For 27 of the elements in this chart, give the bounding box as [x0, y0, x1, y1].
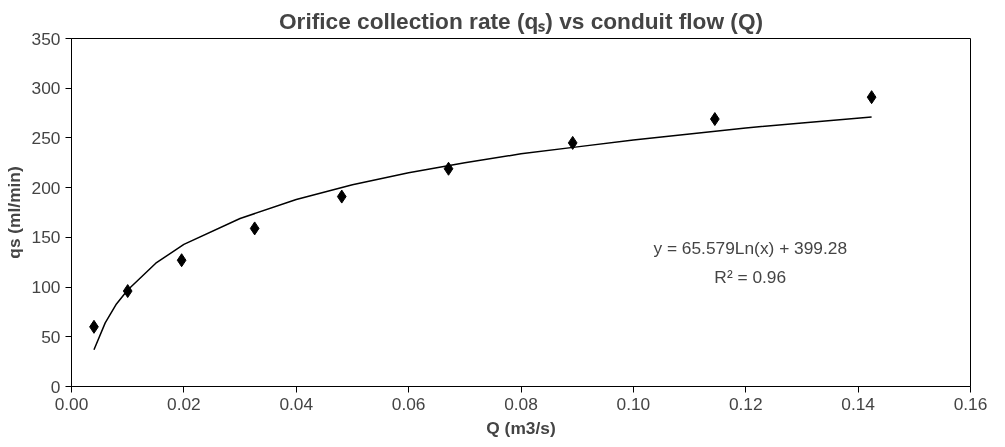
point — [567, 135, 578, 150]
x-tick-label: 0.14 — [841, 393, 876, 414]
x-tick-label: 0.04 — [279, 393, 314, 414]
annotation: R² = 0.96 — [714, 267, 787, 288]
x-axis-title: Q (m3/s) — [486, 417, 556, 438]
x-tick-label: 0.06 — [391, 393, 426, 414]
point — [176, 253, 187, 268]
point — [443, 161, 454, 176]
y-tick-label: 50 — [41, 326, 61, 347]
x-tick-label: 0.12 — [728, 393, 763, 414]
y-tick-label: 250 — [31, 127, 61, 148]
x-tick-label: 0.08 — [504, 393, 538, 414]
x-tick-label: 0.16 — [953, 393, 988, 414]
annotation: y = 65.579Ln(x) + 399.28 — [653, 237, 848, 258]
x-tick-label: 0.02 — [167, 393, 201, 414]
line-series — [93, 116, 873, 351]
y-tick-label: 200 — [31, 177, 61, 198]
y-tick-label: 350 — [31, 28, 61, 49]
y-tick-label: 150 — [31, 227, 61, 248]
x-tick-label: 0.10 — [616, 393, 651, 414]
point — [249, 221, 260, 236]
y-tick-label: 300 — [31, 78, 61, 99]
chart-title: Orifice collection rate (qₛ) vs conduit flow (Q) — [278, 7, 764, 34]
y-tick-label: 100 — [31, 277, 61, 298]
point — [336, 189, 347, 204]
point — [866, 90, 877, 105]
y-axis-title: qs (ml/min) — [3, 166, 24, 259]
